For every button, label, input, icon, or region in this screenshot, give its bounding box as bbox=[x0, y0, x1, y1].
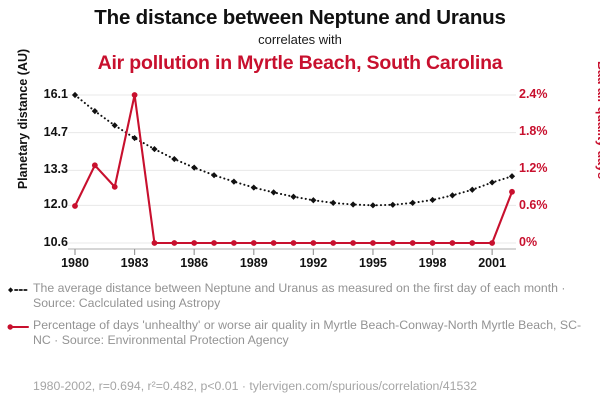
red-dot-solid-line-marker-icon bbox=[7, 324, 29, 330]
left-axis-tick-label: 16.1 bbox=[43, 87, 68, 101]
plot-area: Planetary distance (AU) Bad air quality … bbox=[16, 48, 600, 270]
legend-label-neptune-uranus: The average distance between Neptune and… bbox=[33, 281, 566, 310]
x-axis-tick-label: 1989 bbox=[239, 256, 268, 270]
page-title: The distance between Neptune and Uranus bbox=[94, 6, 506, 29]
black-diamond-dotted-line-marker-icon bbox=[8, 287, 29, 293]
right-axis-title: Bad air quality days bbox=[595, 60, 600, 180]
x-axis-tick-label: 1980 bbox=[61, 256, 89, 270]
list-item: Percentage of days 'unhealthy' or worse … bbox=[0, 318, 600, 348]
left-axis-tick-label: 12.0 bbox=[43, 197, 68, 212]
chart-title-block: The distance between Neptune and Uranus … bbox=[0, 0, 600, 75]
right-axis-tick-label: 1.2% bbox=[519, 161, 548, 175]
left-axis-tick-label: 10.6 bbox=[43, 235, 68, 249]
plot-canvas bbox=[68, 91, 516, 255]
page-subtitle: Air pollution in Myrtle Beach, South Car… bbox=[97, 52, 503, 74]
left-axis-tick-label: 14.7 bbox=[43, 124, 68, 139]
right-axis-tick-label: 0% bbox=[519, 235, 538, 249]
title-connector: correlates with bbox=[258, 32, 342, 47]
x-axis-tick-label: 1983 bbox=[120, 256, 149, 270]
list-item: The average distance between Neptune and… bbox=[0, 281, 600, 311]
legend-label-air-pollution: Percentage of days 'unhealthy' or worse … bbox=[33, 318, 582, 347]
right-axis-tick-label: 1.8% bbox=[519, 124, 548, 138]
x-axis-tick-label: 1992 bbox=[299, 256, 328, 270]
right-axis-tick-label: 0.6% bbox=[519, 198, 548, 212]
right-axis-tick-label: 2.4% bbox=[519, 87, 548, 101]
left-axis-tick-label: 13.3 bbox=[43, 162, 68, 177]
source-footer: 1980-2002, r=0.694, r²=0.482, p<0.01 · t… bbox=[33, 379, 477, 393]
x-axis-tick-label: 2001 bbox=[478, 256, 507, 270]
x-axis-tick-label: 1986 bbox=[180, 256, 209, 270]
x-axis-tick-label: 1995 bbox=[359, 256, 387, 270]
x-axis-tick-label: 1998 bbox=[418, 256, 447, 270]
left-axis-title: Planetary distance (AU) bbox=[16, 48, 30, 190]
chart-legend: The average distance between Neptune and… bbox=[0, 281, 600, 355]
